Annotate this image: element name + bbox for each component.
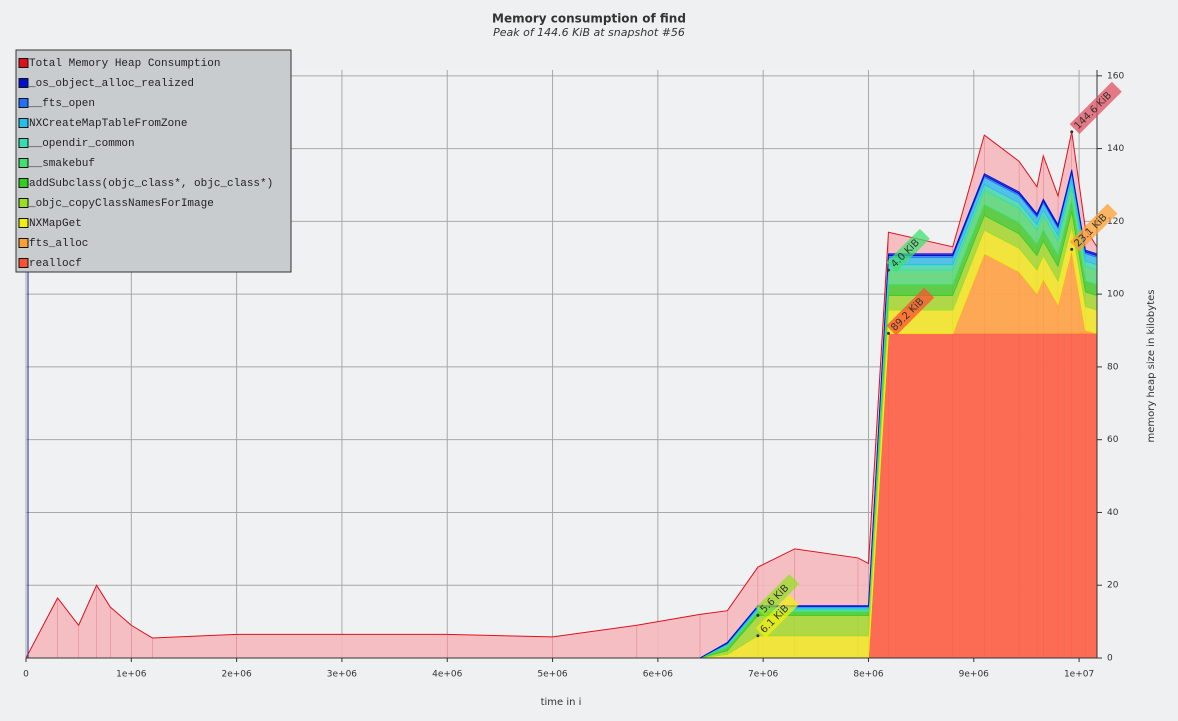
legend-label: __fts_open [28,98,95,110]
y-tick-label: 40 [1107,508,1119,518]
legend-label: __opendir_common [28,138,135,150]
x-tick-label: 5e+06 [537,670,568,680]
value-point [1070,130,1074,134]
legend-swatch [18,218,29,228]
value-point [756,634,760,638]
y-tick-label: 80 [1107,362,1119,372]
x-tick-label: 2e+06 [221,670,252,680]
legend-swatch [18,138,29,148]
axes: 0 1e+06 2e+06 3e+06 4e+06 5e+06 6e+06 7e+06 8e+0… [23,70,1124,680]
y-tick-label: 120 [1107,217,1124,227]
legend-swatch [18,238,29,248]
value-label-bg [1069,81,1122,134]
y-tick-label: 160 [1107,71,1124,81]
y-tick-label: 140 [1107,144,1124,154]
chart-subtitle: Peak of 144.6 KiB at snapshot #56 [493,26,685,39]
legend-swatch [18,58,29,68]
value-point [1070,247,1074,251]
chart-title: Memory consumption of find [492,12,686,26]
x-axis-label: time in i [541,697,582,708]
legend-box [15,49,292,273]
value-point [756,613,760,617]
y-tick-label: 20 [1107,581,1119,591]
legend-label: NXCreateMapTableFromZone [29,118,187,130]
legend-swatch [18,118,29,128]
value-label-bg [755,594,800,638]
x-tick-label: 9e+06 [959,670,990,680]
legend-label: addSubclass(objc_class*, objc_class*) [29,178,273,190]
value-label-bg [886,228,930,273]
y-tick-label: 0 [1107,654,1113,664]
legend-label: NXMapGet [29,218,82,230]
legend-swatch [18,78,29,88]
x-tick-label: 0 [23,670,29,680]
legend: Total Memory Heap Consumption _os_object_… [15,49,292,273]
value-label-bg [755,574,800,618]
x-tick-label: 1e+06 [116,670,147,680]
y-tick-label: 60 [1107,435,1119,445]
x-tick-label: 8e+06 [853,670,884,680]
value-point [886,268,890,272]
x-tick-label: 6e+06 [643,670,674,680]
legend-swatch [18,98,29,108]
legend-label: fts_alloc [29,238,88,250]
legend-swatch [18,178,29,188]
value-label-bg [886,287,935,336]
value-point [886,331,890,335]
legend-label: reallocf [29,258,82,270]
legend-label: __smakebuf [28,158,95,170]
y-tick-label: 100 [1107,290,1124,300]
legend-label: Total Memory Heap Consumption [29,58,220,70]
x-tick-label: 1e+07 [1064,670,1094,680]
y-axis-label: memory heap size in kilobytes [1146,290,1157,443]
legend-label: _os_object_alloc_realized [28,78,194,90]
legend-swatch [18,158,29,168]
legend-swatch [18,258,29,268]
x-tick-label: 7e+06 [748,670,779,680]
legend-label: _objc_copyClassNamesForImage [28,198,214,210]
x-tick-label: 3e+06 [327,670,358,680]
value-label-bg [1069,203,1118,252]
legend-swatch [18,198,29,208]
x-tick-label: 4e+06 [432,670,463,680]
